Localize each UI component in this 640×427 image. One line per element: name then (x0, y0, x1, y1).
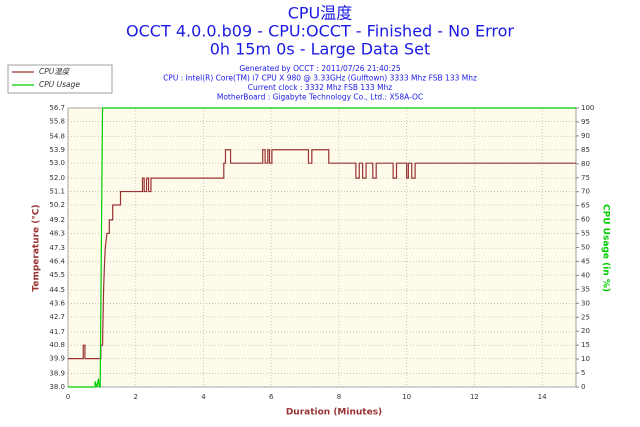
y2-tick-label: 75 (581, 174, 590, 182)
x-tick-label: 6 (269, 393, 274, 401)
y-tick-label: 40.8 (49, 341, 65, 349)
y2-tick-label: 50 (581, 244, 590, 252)
y-tick-label: 48.3 (49, 229, 65, 237)
y-tick-label: 55.8 (49, 117, 65, 125)
y-tick-label: 53.0 (49, 159, 65, 167)
legend-label: CPU温度 (39, 67, 71, 76)
x-tick-label: 2 (133, 393, 137, 401)
legend (7, 64, 113, 94)
x-tick-label: 14 (538, 393, 547, 401)
y2-tick-label: 85 (581, 146, 590, 154)
legend-label: CPU Usage (39, 80, 80, 89)
x-tick-label: 12 (470, 393, 479, 401)
chart-title: CPU温度 (288, 4, 353, 23)
series-line (68, 149, 576, 360)
y-tick-label: 38.0 (49, 383, 65, 391)
y-tick-label: 50.2 (49, 201, 65, 209)
y-tick-label: 43.6 (49, 299, 65, 307)
info-line: CPU : Intel(R) Core(TM) i7 CPU X 980 @ 3… (163, 74, 477, 83)
plot-area (67, 107, 577, 388)
y2-tick-label: 90 (581, 132, 590, 140)
y-tick-label: 38.9 (49, 370, 65, 378)
y2-tick-label: 100 (581, 104, 594, 112)
y2-tick-label: 95 (581, 118, 590, 126)
y2-axis-label: CPU Usage (in %) (601, 204, 611, 292)
y2-tick-label: 10 (581, 355, 590, 363)
y2-tick-label: 80 (581, 160, 590, 168)
series-line (68, 107, 576, 388)
y-tick-label: 54.8 (49, 132, 65, 140)
x-tick-label: 0 (66, 393, 70, 401)
y-tick-label: 53.9 (49, 146, 65, 154)
y-axis-label: Temperature (°C) (32, 204, 42, 291)
info-line: Generated by OCCT : 2011/07/26 21:40:25 (239, 64, 401, 73)
y2-tick-label: 35 (581, 285, 590, 293)
y-tick-label: 49.2 (49, 216, 65, 224)
x-tick-label: 4 (201, 393, 206, 401)
y2-tick-label: 0 (581, 383, 585, 391)
y2-tick-label: 30 (581, 299, 590, 307)
y2-tick-label: 5 (581, 369, 585, 377)
chart-subtitle: 0h 15m 0s - Large Data Set (210, 40, 431, 59)
x-axis-label: Duration (Minutes) (286, 408, 382, 418)
y-tick-label: 45.5 (49, 271, 65, 279)
y2-tick-label: 65 (581, 202, 590, 210)
y-tick-label: 51.1 (49, 188, 65, 196)
x-tick-label: 8 (337, 393, 341, 401)
info-line: MotherBoard : Gigabyte Technology Co., L… (217, 93, 423, 102)
y2-tick-label: 70 (581, 188, 590, 196)
y-tick-label: 39.9 (49, 355, 65, 363)
chart-subtitle: OCCT 4.0.0.b09 - CPU:OCCT - Finished - N… (126, 22, 514, 41)
y-tick-label: 41.7 (49, 328, 65, 336)
y2-tick-label: 45 (581, 257, 590, 265)
y-tick-label: 46.4 (49, 258, 65, 266)
y2-tick-label: 55 (581, 230, 590, 238)
y2-tick-label: 40 (581, 271, 590, 279)
y2-tick-label: 25 (581, 313, 590, 321)
info-line: Current clock : 3332 Mhz FSB 133 Mhz (248, 83, 393, 92)
x-tick-label: 10 (402, 393, 411, 401)
y-tick-label: 56.7 (49, 104, 65, 112)
y2-tick-label: 60 (581, 216, 590, 224)
y2-tick-label: 20 (581, 327, 590, 335)
y-tick-label: 44.5 (49, 286, 65, 294)
y2-tick-label: 15 (581, 341, 590, 349)
y-tick-label: 42.7 (49, 313, 65, 321)
y-tick-label: 52.0 (49, 174, 65, 182)
y-tick-label: 47.3 (49, 244, 65, 252)
